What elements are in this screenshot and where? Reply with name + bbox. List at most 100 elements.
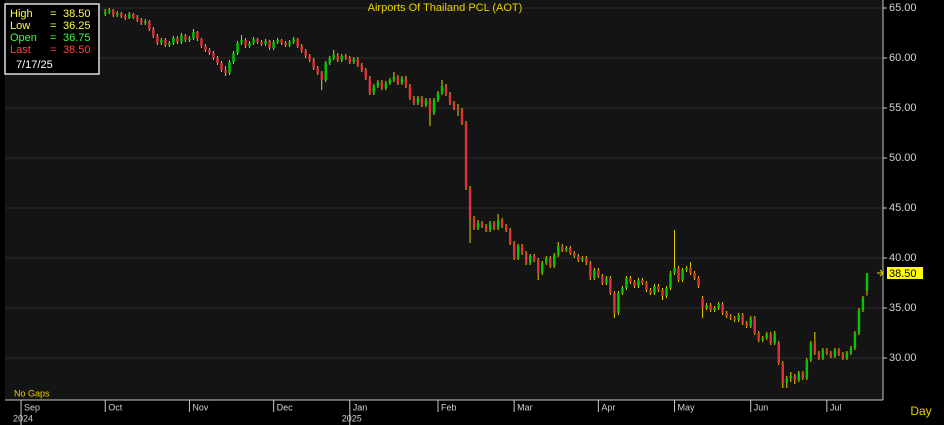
- candle-body: [713, 308, 716, 310]
- candle-body: [216, 58, 219, 63]
- candle-body: [376, 82, 380, 86]
- y-tick-label: 50.00: [889, 152, 917, 164]
- candle-body: [352, 59, 355, 62]
- candle-body: [629, 278, 632, 282]
- candle-body: [172, 38, 175, 43]
- candle-body: [304, 51, 307, 56]
- candle-body: [729, 316, 732, 318]
- candle-body: [336, 55, 339, 60]
- last-price-tag: [887, 267, 923, 279]
- candle-body: [260, 42, 263, 44]
- candle-body: [637, 280, 640, 286]
- candle-body: [573, 253, 576, 256]
- candle-body: [280, 40, 283, 43]
- candle-body: [597, 270, 600, 276]
- candle-body: [833, 350, 837, 356]
- candle-body: [176, 38, 179, 42]
- candle-body: [372, 86, 376, 93]
- candle-body: [448, 94, 452, 103]
- candle-body: [585, 258, 588, 263]
- candle-body: [508, 230, 512, 243]
- info-label: Low: [10, 20, 30, 32]
- info-date: 7/17/25: [16, 59, 53, 71]
- candle-body: [677, 268, 680, 280]
- candle-body: [272, 42, 275, 48]
- candle-body: [128, 14, 131, 18]
- candle-body: [380, 82, 384, 88]
- candle-body: [428, 100, 432, 113]
- candle-body: [789, 376, 792, 378]
- plot-area: [5, 0, 883, 400]
- candle-body: [332, 55, 335, 58]
- y-tick-label: 30.00: [889, 352, 917, 364]
- candle-body: [781, 363, 784, 383]
- candle-body: [308, 56, 311, 60]
- info-label: Open: [10, 32, 37, 44]
- candle-body: [741, 315, 744, 323]
- candle-body: [593, 270, 596, 278]
- x-tick-label: Mar: [517, 402, 533, 412]
- candle-body: [841, 354, 845, 358]
- candle-body: [252, 39, 255, 43]
- candle-body: [701, 298, 704, 308]
- candle-body: [561, 246, 564, 250]
- candle-body: [288, 42, 291, 45]
- candle-body: [320, 73, 323, 80]
- info-box: High = 38.50 Low = 36.25 Open = 36.75 Last = 38.50 7…: [4, 3, 100, 75]
- candle-body: [152, 29, 155, 36]
- info-separator: =: [50, 8, 56, 20]
- candle-body: [412, 98, 416, 103]
- candle-body: [460, 110, 464, 123]
- candle-body: [444, 86, 448, 94]
- candle-body: [316, 68, 319, 73]
- candle-body: [737, 315, 740, 320]
- candle-body: [825, 350, 829, 353]
- candle-body: [208, 50, 211, 53]
- candle-body: [537, 260, 540, 273]
- candle-body: [733, 318, 736, 320]
- candle-body: [849, 348, 853, 353]
- candle-body: [124, 16, 127, 18]
- candle-body: [845, 353, 849, 358]
- candle-body: [817, 353, 821, 358]
- candle-body: [528, 256, 532, 263]
- candle-body: [533, 256, 536, 260]
- info-label: Last: [10, 44, 31, 56]
- candle-body: [120, 13, 123, 16]
- candle-body: [192, 32, 195, 38]
- candle-body: [649, 290, 652, 293]
- candle-body: [432, 100, 436, 113]
- candle-body: [156, 36, 159, 43]
- candle-body: [725, 313, 728, 316]
- candle-body: [512, 243, 516, 258]
- info-separator: =: [50, 20, 56, 32]
- x-tick-label: May: [678, 402, 696, 412]
- period-label: Day: [910, 404, 931, 418]
- candle-body: [761, 338, 764, 340]
- candle-body: [605, 278, 608, 283]
- year-label: 2025: [342, 413, 362, 423]
- candle-body: [797, 373, 801, 380]
- candle-body: [144, 21, 147, 23]
- candle-body: [328, 58, 331, 63]
- y-tick-label: 45.00: [889, 202, 917, 214]
- x-tick-label: Jul: [830, 402, 842, 412]
- candle-body: [545, 258, 548, 263]
- candle-body: [408, 86, 412, 98]
- y-tick-label: 60.00: [889, 52, 917, 64]
- candle-body: [132, 14, 135, 17]
- candle-body: [837, 350, 841, 354]
- x-tick-label: Dec: [277, 402, 294, 412]
- candle-body: [865, 273, 869, 291]
- candle-body: [669, 273, 672, 288]
- candle-body: [765, 334, 768, 338]
- candle-body: [757, 333, 760, 340]
- candle-body: [777, 343, 780, 363]
- candles: [104, 8, 869, 388]
- candle-body: [488, 223, 492, 230]
- candle-body: [456, 108, 460, 110]
- candle-body: [420, 98, 424, 105]
- candle-body: [312, 60, 315, 68]
- candle-body: [753, 318, 756, 333]
- candle-body: [104, 12, 107, 14]
